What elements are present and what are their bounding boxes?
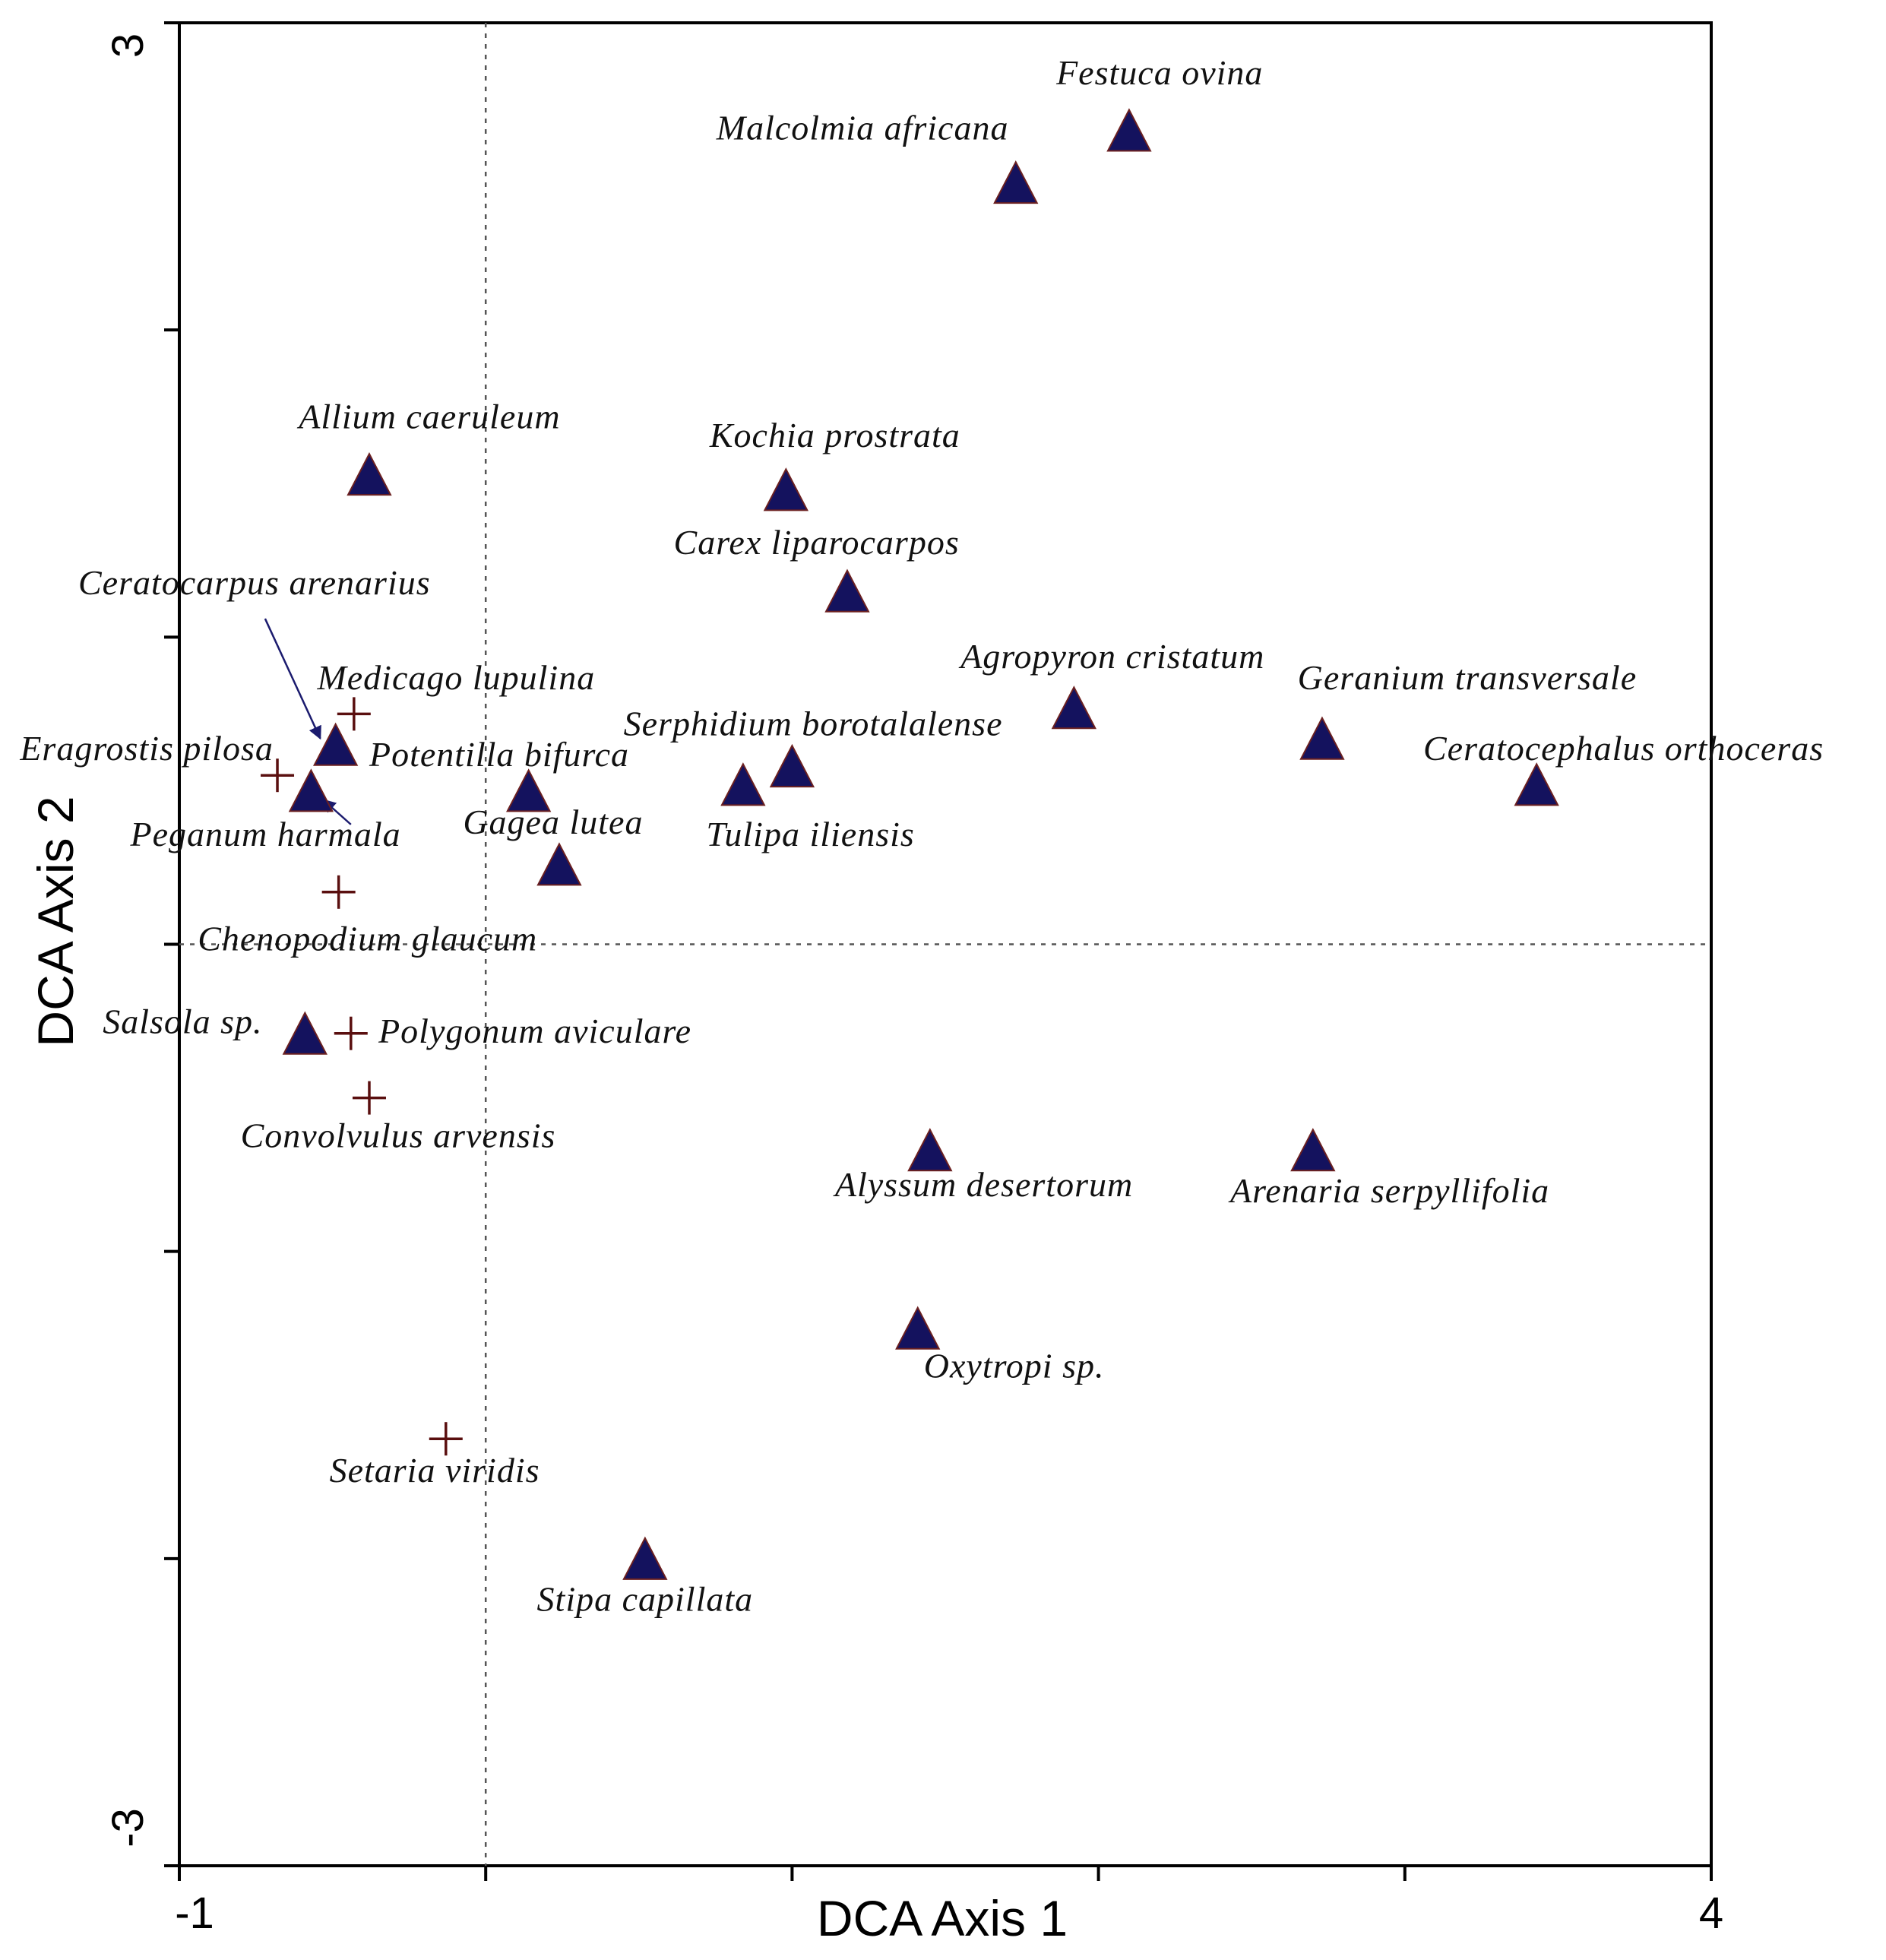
species-label-tulipa-iliensis: Tulipa iliensis	[706, 815, 914, 853]
cross-marker-eragrostis-pilosa	[261, 758, 295, 793]
species-label-alyssum-desertorum: Alyssum desertorum	[833, 1165, 1133, 1204]
species-label-serphidium-borotalalense: Serphidium borotalalense	[624, 705, 1003, 743]
y-tick-label-max: 3	[103, 33, 153, 58]
species-label-salsola-sp: Salsola sp.	[103, 1002, 262, 1041]
species-label-carex-liparocarpos: Carex liparocarpos	[674, 523, 960, 562]
species-label-malcolmia-africana: Malcolmia africana	[716, 109, 1009, 147]
x-axis-title: DCA Axis 1	[817, 1890, 1068, 1946]
triangle-marker-kochia-prostrata	[763, 467, 809, 511]
species-label-eragrostis-pilosa: Eragrostis pilosa	[19, 729, 274, 768]
cross-marker-medicago-lupulina	[337, 697, 371, 731]
triangle-marker-alyssum-desertorum	[907, 1128, 953, 1172]
x-tick-label-min: -1	[175, 1889, 214, 1938]
triangle-marker-festuca-ovina	[1106, 108, 1152, 152]
triangle-marker-geranium-transversale	[1299, 716, 1345, 760]
species-label-potentilla-bifurca: Potentilla bifurca	[369, 735, 629, 774]
cross-marker-chenopodium-glaucum	[321, 875, 356, 909]
triangle-marker-gagea-lutea	[536, 842, 582, 886]
triangle-marker-arenaria-serpyllifolia	[1290, 1128, 1336, 1172]
species-label-polygonum-aviculare: Polygonum aviculare	[378, 1012, 691, 1050]
species-label-chenopodium-glaucum: Chenopodium glaucum	[198, 920, 537, 958]
species-label-medicago-lupulina: Medicago lupulina	[316, 658, 595, 697]
triangle-marker-ceratocarpus-arenarius	[312, 722, 359, 766]
species-label-oxytropi-sp: Oxytropi sp.	[924, 1346, 1105, 1385]
species-label-peganum-harmala: Peganum harmala	[129, 815, 400, 853]
triangle-marker-stipa-capillata	[622, 1536, 668, 1580]
species-label-kochia-prostrata: Kochia prostrata	[709, 416, 960, 454]
species-label-geranium-transversale: Geranium transversale	[1298, 658, 1637, 697]
cross-marker-setaria-viridis	[429, 1422, 463, 1456]
triangle-marker-potentilla-bifurca	[506, 768, 552, 812]
species-label-ceratocephalus-orthoceras: Ceratocephalus orthoceras	[1423, 729, 1824, 768]
triangle-marker-tulipa-iliensis	[720, 762, 766, 806]
species-label-allium-caeruleum: Allium caeruleum	[296, 397, 560, 436]
species-markers	[261, 108, 1559, 1580]
axis-ticks	[164, 21, 1713, 1881]
cross-marker-polygonum-aviculare	[334, 1016, 368, 1050]
leader-arrow-ceratocarpus-arenarius	[264, 618, 321, 740]
species-label-gagea-lutea: Gagea lutea	[463, 803, 643, 841]
triangle-marker-allium-caeruleum	[347, 451, 392, 496]
triangle-marker-ceratocephalus-orthoceras	[1514, 762, 1559, 806]
triangle-marker-peganum-harmala	[288, 768, 334, 812]
cross-marker-convolvulus-arvensis	[352, 1081, 386, 1115]
species-label-arenaria-serpyllifolia: Arenaria serpyllifolia	[1228, 1171, 1549, 1210]
species-label-festuca-ovina: Festuca ovina	[1055, 53, 1263, 92]
triangle-marker-malcolmia-africana	[993, 160, 1039, 204]
triangle-marker-oxytropi-sp	[895, 1306, 941, 1350]
species-label-stipa-capillata: Stipa capillata	[537, 1580, 754, 1619]
species-label-convolvulus-arvensis: Convolvulus arvensis	[241, 1116, 556, 1154]
y-axis-title: DCA Axis 2	[27, 796, 84, 1046]
triangle-marker-agropyron-cristatum	[1051, 686, 1096, 730]
triangle-marker-serphidium-borotalalense	[769, 743, 815, 788]
species-labels: Festuca ovina Malcolmia africana Allium ca…	[19, 53, 1824, 1619]
triangle-marker-salsola-sp	[282, 1011, 328, 1055]
species-label-setaria-viridis: Setaria viridis	[330, 1451, 540, 1490]
x-tick-label-max: 4	[1699, 1889, 1723, 1938]
triangle-marker-carex-liparocarpos	[824, 568, 870, 613]
species-label-agropyron-cristatum: Agropyron cristatum	[958, 637, 1264, 676]
species-label-ceratocarpus-arenarius: Ceratocarpus arenarius	[78, 563, 431, 602]
y-tick-label-min: -3	[103, 1808, 153, 1848]
